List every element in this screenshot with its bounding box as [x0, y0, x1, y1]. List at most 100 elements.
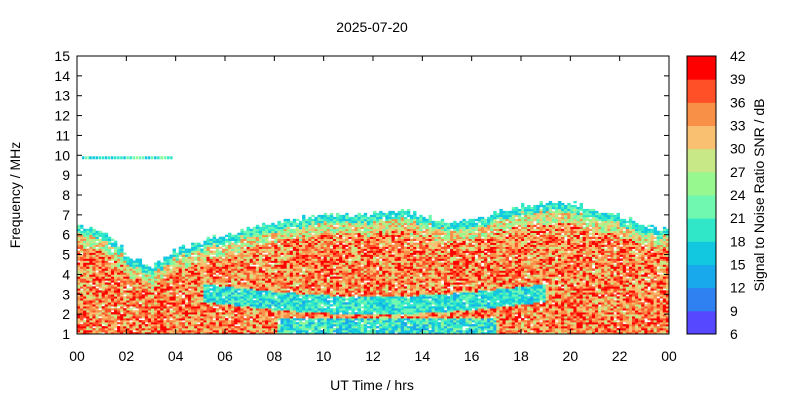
heat-cell	[280, 316, 284, 319]
heat-cell	[151, 280, 155, 283]
heat-cell	[83, 304, 87, 307]
heat-cell	[147, 302, 152, 305]
heat-cell	[373, 314, 377, 317]
heat-cell	[77, 326, 81, 329]
heat-cell	[249, 228, 254, 232]
heat-cell	[83, 228, 87, 232]
heat-cell	[200, 258, 204, 261]
heat-cell	[286, 294, 291, 297]
heat-cell	[388, 302, 392, 305]
heat-cell	[351, 232, 355, 236]
heat-cell	[98, 238, 102, 241]
heat-cell	[104, 282, 109, 285]
heat-cell	[332, 240, 337, 243]
heat-cell	[369, 282, 374, 285]
heat-cell	[376, 224, 380, 228]
heat-cell	[336, 302, 340, 305]
heat-cell	[311, 306, 315, 309]
heat-cell	[302, 306, 306, 309]
heat-cell	[203, 322, 207, 325]
heat-cell	[295, 218, 300, 222]
heat-cell	[388, 276, 392, 279]
heat-cell	[323, 266, 328, 269]
heat-cell	[339, 244, 343, 247]
heat-cell	[181, 250, 186, 253]
heat-cell	[311, 240, 315, 243]
heat-cell	[120, 276, 124, 279]
heat-cell	[175, 288, 180, 291]
heat-cell	[92, 280, 96, 283]
heat-cell	[215, 302, 220, 305]
heat-cell	[283, 274, 287, 277]
heat-cell	[228, 296, 232, 299]
heat-cell	[144, 264, 149, 267]
heat-cell	[382, 302, 386, 305]
heat-cell	[351, 284, 355, 287]
heat-cell	[243, 234, 247, 237]
heat-cell	[299, 332, 303, 335]
heat-cell	[157, 324, 161, 327]
heat-cell	[258, 280, 263, 283]
heat-cell	[151, 310, 155, 313]
heat-cell	[345, 270, 349, 273]
heat-cell	[271, 222, 275, 226]
heat-cell	[354, 314, 358, 317]
heat-cell	[317, 316, 321, 319]
heat-cell	[92, 234, 96, 237]
heat-cell	[243, 258, 247, 261]
heat-cell	[243, 236, 247, 239]
heat-cell	[107, 300, 112, 303]
heat-cell	[246, 232, 250, 236]
heat-cell	[373, 328, 377, 331]
heat-cell	[89, 316, 93, 319]
heat-cell	[320, 278, 324, 281]
heat-cell	[117, 308, 121, 311]
heat-cell	[206, 254, 210, 257]
heat-cell	[215, 282, 220, 285]
heat-cell	[209, 306, 213, 309]
heat-cell	[329, 292, 334, 295]
heat-cell	[194, 248, 198, 251]
heat-cell	[215, 300, 220, 303]
heat-cell	[252, 234, 257, 237]
heat-cell	[175, 262, 180, 265]
heat-cell	[117, 258, 121, 261]
heat-cell	[120, 292, 124, 295]
heat-cell	[302, 332, 306, 335]
heat-cell	[336, 246, 340, 249]
heat-cell	[379, 222, 383, 226]
heat-cell	[308, 224, 312, 228]
heat-cell	[243, 274, 247, 277]
heat-cell	[342, 290, 346, 293]
heat-cell	[86, 330, 90, 333]
heat-cell	[101, 276, 106, 279]
heat-cell	[376, 270, 380, 273]
heat-cell	[92, 268, 96, 271]
heat-cell	[369, 236, 374, 239]
heat-cell	[228, 328, 232, 331]
heat-cell	[147, 280, 152, 283]
heat-cell	[286, 222, 291, 226]
heat-cell	[110, 318, 115, 321]
heat-cell	[206, 316, 210, 319]
heat-cell	[317, 262, 321, 265]
heat-cell	[271, 290, 275, 293]
heat-cell	[178, 246, 183, 249]
heat-cell	[323, 252, 328, 255]
heat-cell	[363, 332, 368, 335]
heat-cell	[132, 298, 136, 301]
heat-cell	[126, 262, 130, 265]
heat-cell	[231, 238, 235, 241]
heat-cell	[271, 278, 275, 281]
heat-cell	[369, 268, 374, 271]
heat-cell	[357, 258, 361, 261]
heat-cell	[101, 248, 106, 251]
heat-cell	[200, 308, 204, 311]
heat-cell	[369, 330, 374, 333]
heat-cell	[234, 316, 238, 319]
heat-cell	[92, 324, 96, 327]
heat-cell	[95, 232, 99, 236]
heat-cell	[80, 234, 84, 237]
heat-cell	[104, 264, 109, 267]
heat-cell	[231, 288, 235, 291]
